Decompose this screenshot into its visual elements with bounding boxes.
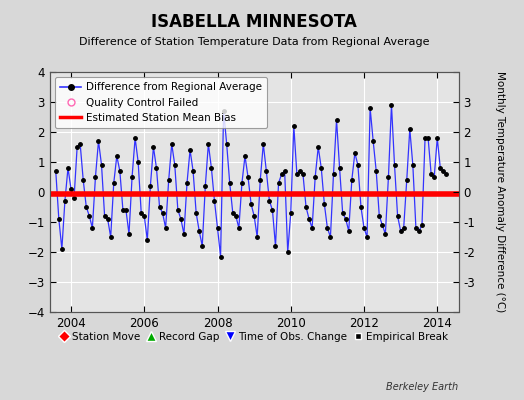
- Legend: Difference from Regional Average, Quality Control Failed, Estimated Station Mean: Difference from Regional Average, Qualit…: [55, 77, 267, 128]
- Legend: Station Move, Record Gap, Time of Obs. Change, Empirical Break: Station Move, Record Gap, Time of Obs. C…: [57, 329, 452, 345]
- Text: Berkeley Earth: Berkeley Earth: [386, 382, 458, 392]
- Text: Difference of Station Temperature Data from Regional Average: Difference of Station Temperature Data f…: [79, 37, 429, 47]
- Text: ISABELLA MINNESOTA: ISABELLA MINNESOTA: [151, 13, 357, 31]
- Y-axis label: Monthly Temperature Anomaly Difference (°C): Monthly Temperature Anomaly Difference (…: [495, 71, 505, 313]
